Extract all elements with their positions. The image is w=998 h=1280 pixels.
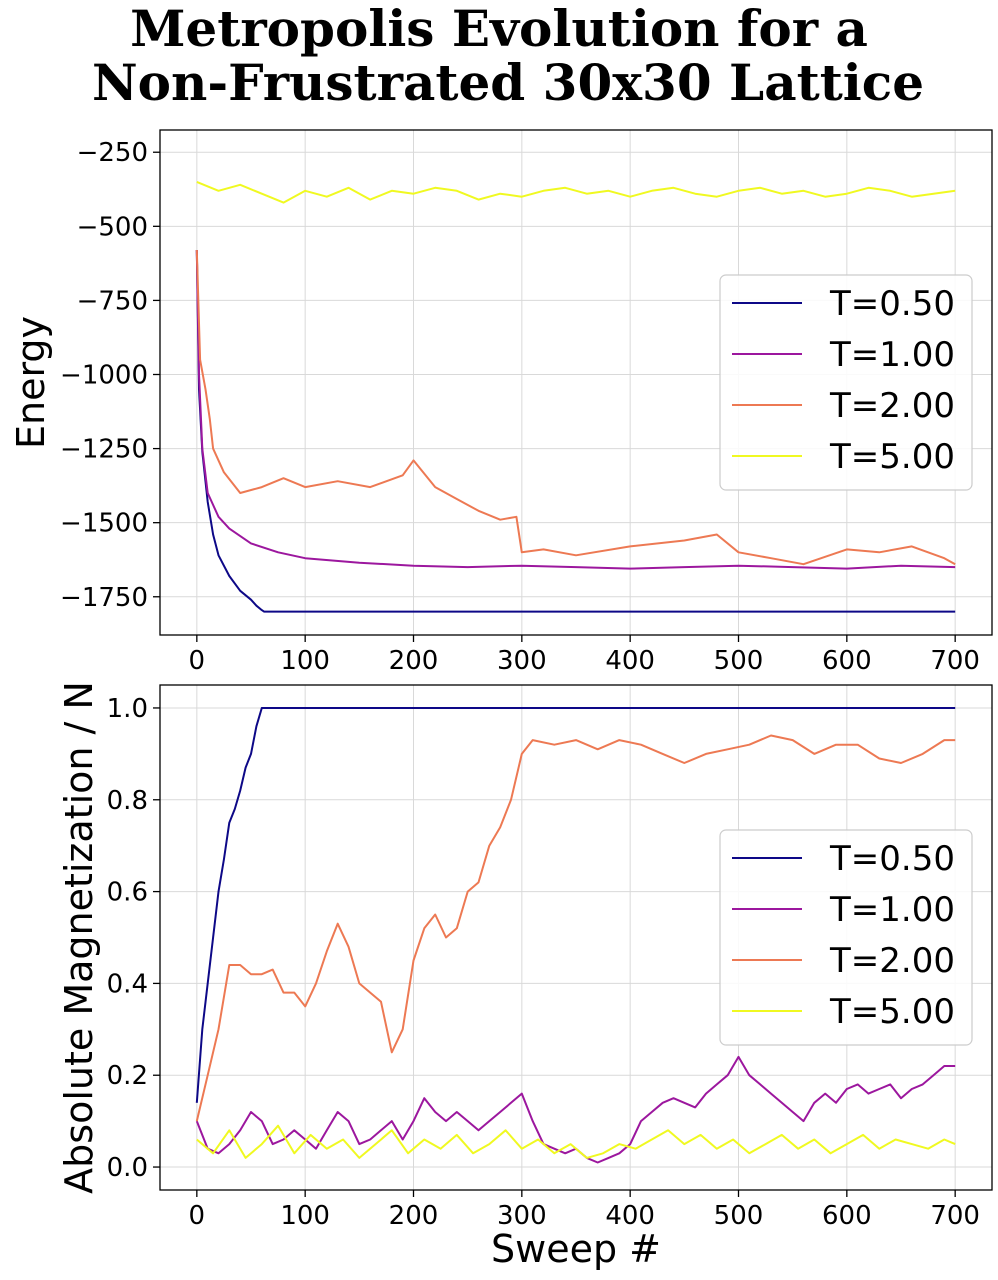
x-tick-label: 300	[497, 1201, 547, 1231]
x-tick-label: 200	[389, 1201, 439, 1231]
legend-label: T=1.00	[829, 335, 955, 375]
y-axis-label: Energy	[9, 316, 53, 449]
x-tick-label: 0	[189, 1201, 206, 1231]
legend-label: T=2.00	[829, 941, 955, 981]
y-tick-label: 0.8	[107, 786, 148, 816]
x-tick-label: 500	[714, 1201, 764, 1231]
legend-box	[719, 274, 973, 491]
x-tick-label: 400	[605, 646, 655, 676]
y-tick-label: −1000	[60, 360, 148, 390]
plot-frame	[159, 129, 993, 636]
series-line-T=5.00	[196, 180, 956, 204]
legend-label: T=0.50	[829, 284, 955, 324]
x-axis-label: Sweep #	[491, 1227, 661, 1271]
legend: T=0.50 T=1.00 T=2.00 T=5.00	[719, 829, 973, 1046]
chart-title-line2: Non-Frustrated 30x30 Lattice	[92, 53, 924, 112]
series-line-T=5.00	[196, 1124, 956, 1159]
series-line-T=1.00	[195, 249, 956, 570]
y-tick-label: 0.0	[107, 1153, 148, 1183]
y-tick-label: 0.2	[107, 1061, 148, 1091]
legend-label: T=2.00	[829, 386, 955, 426]
energy-panel: 0 100 200 300 400 500 600 700 −1750 −1500 −1250 −10…	[9, 129, 993, 676]
y-tick-label: 0.6	[107, 878, 148, 908]
magnetization-panel: 0 100 200 300 400 500 600 700 0.0 0.2 0.4 0.6 0.8 1.0…	[57, 681, 993, 1271]
y-axis-label: Absolute Magnetization / N	[57, 681, 101, 1194]
x-tick-label: 600	[822, 1201, 872, 1231]
x-tick-label: 700	[930, 1201, 980, 1231]
series-line-T=2.00	[195, 249, 956, 566]
series-line-T=0.50	[195, 707, 956, 1103]
x-tick-label: 0	[189, 646, 206, 676]
y-tick-label: 0.4	[107, 969, 148, 999]
x-tick-label: 400	[605, 1201, 655, 1231]
legend-box	[719, 829, 973, 1046]
legend-label: T=5.00	[829, 437, 955, 477]
y-tick-label: −500	[77, 212, 148, 242]
x-tick-label: 700	[930, 646, 980, 676]
legend: T=0.50 T=1.00 T=2.00 T=5.00	[719, 274, 973, 491]
x-tick-label: 100	[280, 646, 330, 676]
y-tick-label: −1250	[60, 435, 148, 465]
y-tick-label: −1750	[60, 583, 148, 613]
plot-frame	[159, 684, 993, 1191]
x-tick-label: 500	[714, 646, 764, 676]
legend-label: T=5.00	[829, 992, 955, 1032]
x-tick-label: 300	[497, 646, 547, 676]
x-tick-label: 100	[280, 1201, 330, 1231]
series-line-T=2.00	[195, 734, 956, 1122]
legend-label: T=0.50	[829, 839, 955, 879]
x-tick-label: 200	[389, 646, 439, 676]
y-tick-label: −1500	[60, 509, 148, 539]
y-tick-label: 1.0	[107, 694, 148, 724]
y-tick-label: −250	[77, 138, 148, 168]
x-tick-label: 600	[822, 646, 872, 676]
legend-label: T=1.00	[829, 890, 955, 930]
y-tick-label: −750	[77, 286, 148, 316]
chart-title-line1: Metropolis Evolution for a	[130, 0, 868, 58]
